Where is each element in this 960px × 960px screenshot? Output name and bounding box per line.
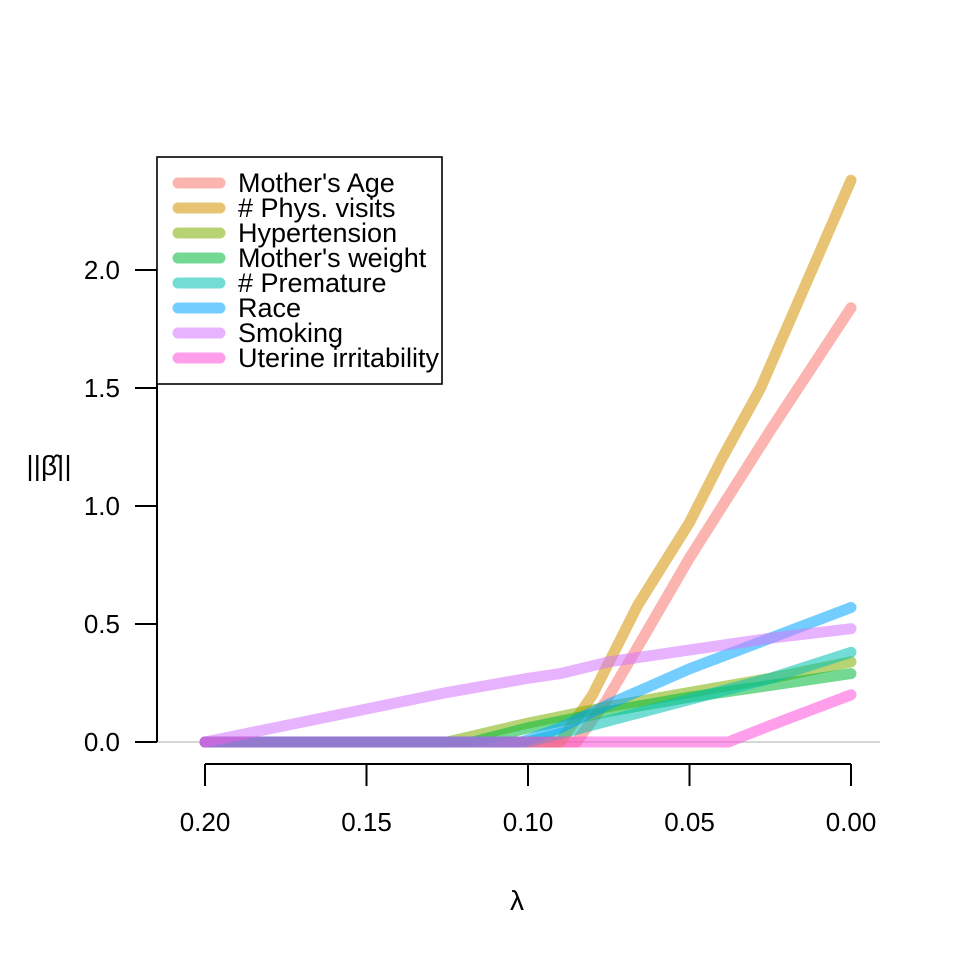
legend-box	[156, 156, 443, 385]
x-tick-label: 0.10	[503, 807, 554, 837]
series-line-uterine-irritability	[199, 689, 857, 748]
y-tick-label: 1.5	[84, 373, 120, 403]
series-layer	[199, 174, 857, 748]
y-tick-label: 1.0	[84, 491, 120, 521]
legend-label: # Premature	[238, 268, 387, 298]
legend-label: Mother's weight	[238, 243, 427, 273]
y-tick-label: 0.0	[84, 727, 120, 757]
legend-label: # Phys. visits	[238, 193, 396, 223]
axis-layer: 0.20 0.15 0.10 0.05 0.00 0.0 0.5 1.0 1.5 2.0	[84, 255, 876, 837]
legend-label: Uterine irritability	[238, 343, 440, 373]
series-line-smoking	[199, 623, 857, 748]
y-tick-label: 0.5	[84, 609, 120, 639]
legend: Mother's Age# Phys. visitsHypertensionMo…	[156, 156, 443, 385]
x-axis-title: λ	[510, 885, 524, 916]
y-tick-label: 2.0	[84, 255, 120, 285]
x-tick-label: 0.20	[180, 807, 231, 837]
legend-label: Hypertension	[238, 218, 397, 248]
y-axis-title: ||β̂||	[26, 450, 71, 481]
x-tick-label: 0.00	[826, 807, 877, 837]
legend-label: Race	[238, 293, 301, 323]
legend-label: Mother's Age	[238, 168, 395, 198]
x-tick-label: 0.15	[341, 807, 392, 837]
legend-label: Smoking	[238, 318, 343, 348]
x-tick-label: 0.05	[664, 807, 715, 837]
